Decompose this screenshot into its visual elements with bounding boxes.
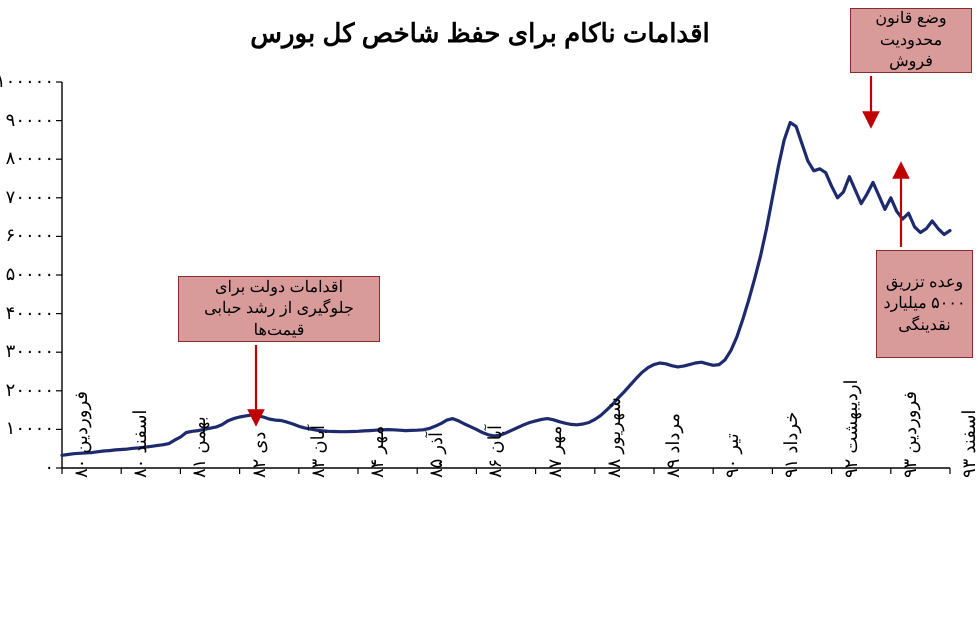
y-tick-label: ۸۰۰۰۰: [2, 148, 54, 169]
y-tick-label: ۹۰۰۰۰: [2, 110, 54, 131]
x-tick-label: دی ۸۲: [249, 432, 270, 478]
y-tick-label: ۲۰۰۰۰: [2, 380, 54, 401]
x-tick-label: فروردین ۹۳: [900, 391, 921, 478]
y-tick-label: ۶۰۰۰۰: [2, 225, 54, 246]
x-tick-label: تیر ۹۰: [722, 433, 743, 478]
y-tick-label: ۷۰۰۰۰: [2, 187, 54, 208]
chart-svg: [0, 0, 978, 640]
x-tick-label: مهر ۸۴: [367, 426, 388, 478]
y-tick-label: ۳۰۰۰۰: [2, 341, 54, 362]
y-tick-label: ۰: [2, 457, 54, 478]
chart-container: اقدامات ناکام برای حفظ شاخص کل بورس ۰ ۱۰۰…: [0, 0, 978, 640]
x-tick-label: اسفند ۸۰: [130, 410, 151, 478]
x-tick-label: مهر ۸۷: [545, 426, 566, 478]
y-tick-label: ۱۰۰۰۰: [2, 418, 54, 439]
y-tick-label: ۴۰۰۰۰: [2, 303, 54, 324]
x-tick-label: آذر ۸۵: [426, 432, 447, 478]
annotation-liquidity-promise: وعده تزریق ۵۰۰۰ میلیارد نقدینگی: [876, 250, 973, 358]
x-tick-label: شهریور ۸۸: [604, 397, 625, 478]
annotation-sale-limit-law: وضع قانون محدودیت فروش: [850, 8, 972, 73]
x-tick-label: آبان ۸۶: [485, 425, 506, 478]
y-tick-label: ۱۰۰۰۰۰: [2, 71, 54, 92]
x-tick-label: اسفند ۹۳: [959, 410, 978, 478]
x-tick-label: آبان ۸۳: [308, 425, 329, 478]
annotation-bubble-prevention: اقدامات دولت برای جلوگیری از رشد حبابی ق…: [178, 276, 380, 342]
x-tick-label: فروردین ۸۰: [71, 391, 92, 478]
x-tick-label: خرداد ۹۱: [781, 412, 802, 478]
x-tick-label: مرداد ۸۹: [663, 413, 684, 478]
x-tick-label: بهمن ۸۱: [189, 416, 210, 478]
chart-title: اقدامات ناکام برای حفظ شاخص کل بورس: [200, 18, 760, 49]
y-tick-label: ۵۰۰۰۰: [2, 264, 54, 285]
x-tick-label: اردیبهشت ۹۲: [841, 379, 862, 478]
